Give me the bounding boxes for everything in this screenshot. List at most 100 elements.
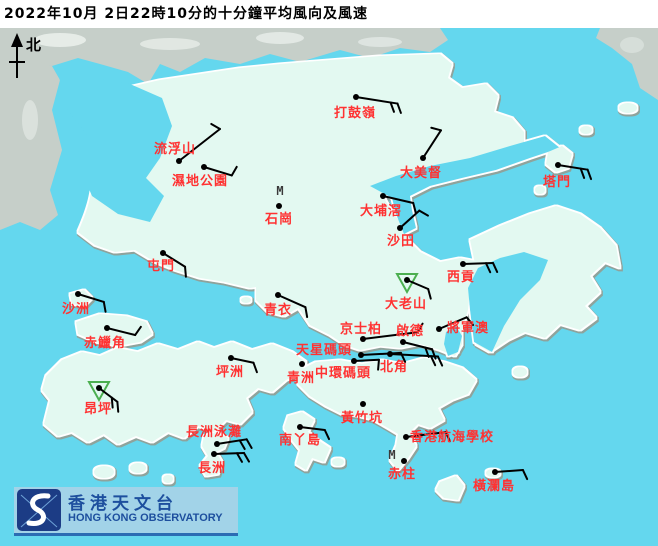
wind-barb-feather (418, 209, 429, 217)
wind-barb-staff (438, 316, 468, 330)
station-label-tai-po-kau: 大埔滘 (360, 203, 402, 219)
station-label-stanley: 赤柱 (388, 466, 416, 482)
station-label-peng-chau: 坪洲 (216, 365, 244, 380)
station-dot (555, 162, 561, 168)
wind-barb-staff (203, 166, 233, 177)
station-cheung-chau-beach: 長洲泳灘 (186, 424, 253, 451)
station-label-tseung-kwan-o: 將軍澳 (447, 320, 489, 336)
station-lau-fau-shan: 流浮山 (154, 122, 221, 164)
station-tai-po-kau: 大埔滘 (360, 193, 417, 219)
wind-barb-feather (242, 451, 250, 463)
wind-barb-feather (412, 201, 417, 214)
station-tai-mei-tuk: 大美督 (400, 126, 442, 181)
wind-barb-staff (494, 469, 524, 473)
station-dot (436, 326, 442, 332)
station-label-lamma-island: 南丫島 (279, 432, 321, 448)
wind-barb-staff (299, 426, 326, 432)
station-dot (353, 94, 359, 100)
station-dot (351, 358, 357, 364)
station-hk-sea-school: 香港航海學校 (403, 429, 494, 445)
station-sai-kung: 西貢 (447, 261, 499, 285)
station-kings-park: 京士柏 (340, 321, 424, 342)
station-north-point: 北角 (380, 351, 444, 375)
station-sha-tin: 沙田 (387, 209, 429, 249)
hko-logo-english: HONG KONG OBSERVATORY (68, 512, 223, 525)
station-dot (176, 158, 182, 164)
station-tuen-mun: 屯門 (147, 250, 187, 278)
station-ta-kwu-ling: 打鼓嶺 (334, 94, 402, 121)
wind-barb-feather (396, 102, 402, 114)
wind-barb-staff (362, 331, 419, 340)
wind-barb-feather (304, 306, 309, 319)
station-dot (276, 203, 282, 209)
station-wetland-park: 濕地公園 (172, 164, 238, 189)
station-shek-kong: M 石崗 (264, 184, 292, 227)
wind-barb-staff (405, 431, 447, 438)
title-band (0, 0, 658, 28)
wind-barb-staff (216, 438, 248, 445)
station-label-ta-kwu-ling: 打鼓嶺 (334, 105, 376, 121)
station-dot (401, 458, 407, 464)
station-label-sha-tin: 沙田 (387, 234, 415, 249)
station-label-cheung-chau: 長洲 (198, 461, 226, 476)
wind-barb-feather (245, 438, 253, 449)
station-label-kai-tak: 啟德 (396, 323, 424, 339)
wind-barb-feather (586, 168, 593, 181)
main-station-m-marker: M (276, 184, 283, 198)
wind-barb-staff (162, 252, 187, 268)
station-label-central-pier: 中環碼頭 (315, 365, 371, 381)
station-label-tates-cairn: 大老山 (385, 296, 427, 312)
station-dot (275, 292, 281, 298)
wind-barb-feather (252, 361, 258, 374)
station-dot (75, 291, 81, 297)
station-dot (299, 361, 305, 367)
wind-barb-staff (382, 195, 415, 204)
station-label-hk-sea-school: 香港航海學校 (409, 429, 494, 445)
wind-barb-feather (427, 287, 432, 300)
station-label-sha-chau: 沙洲 (62, 302, 90, 317)
station-dot (400, 339, 406, 345)
wind-barb-feather (444, 431, 451, 443)
station-stanley: M 赤柱 (388, 448, 416, 482)
station-dot (228, 355, 234, 361)
hko-logo-text: 香港天文台 HONG KONG OBSERVATORY (68, 495, 223, 524)
wind-barb-feather (430, 126, 442, 132)
page-title: 2022年10月 2日22時10分的十分鐘平均風向及風速 (4, 6, 369, 22)
station-dot (96, 385, 102, 391)
station-dot (297, 424, 303, 430)
station-dot (397, 225, 403, 231)
wind-barb-staff (353, 358, 380, 362)
wind-barb-feather (389, 101, 395, 113)
wind-barb-feather (579, 167, 586, 179)
wind-barb-feather (116, 400, 120, 413)
station-label-kings-park: 京士柏 (340, 321, 382, 337)
station-peng-chau: 坪洲 (216, 355, 258, 380)
station-cheung-chau: 長洲 (198, 451, 250, 476)
wind-barb-feather (465, 316, 475, 326)
station-tates-cairn: 大老山 (385, 273, 432, 312)
station-central-pier: 中環碼頭 (315, 358, 380, 381)
station-label-lau-fau-shan: 流浮山 (154, 141, 196, 157)
hko-logo-chinese: 香港天文台 (68, 494, 178, 514)
station-chek-lap-kok: 赤鱲角 (84, 325, 142, 351)
station-dot (387, 351, 393, 357)
wind-barb-staff (277, 294, 307, 309)
station-label-star-ferry-pier: 天星碼頭 (296, 343, 352, 358)
urban-land-north (0, 28, 658, 230)
station-label-tap-mun: 塔門 (543, 174, 571, 190)
station-label-chek-lap-kok: 赤鱲角 (84, 335, 126, 351)
main-station-m-marker: M (388, 448, 395, 462)
station-dot (403, 434, 409, 440)
station-tseung-kwan-o: 將軍澳 (436, 316, 489, 336)
station-dot (360, 336, 366, 342)
station-tap-mun: 塔門 (543, 162, 593, 190)
wind-barb-feather (323, 429, 331, 441)
hko-logo (17, 489, 61, 531)
wind-barb-staff (77, 293, 105, 303)
north-arrow (9, 33, 25, 78)
station-dot (201, 164, 207, 170)
deep-bay (58, 72, 172, 222)
station-label-wong-chuk-hang: 黃竹坑 (340, 410, 383, 426)
wind-barb-feather (484, 262, 492, 274)
station-ngong-ping: 昂坪 (84, 381, 120, 417)
